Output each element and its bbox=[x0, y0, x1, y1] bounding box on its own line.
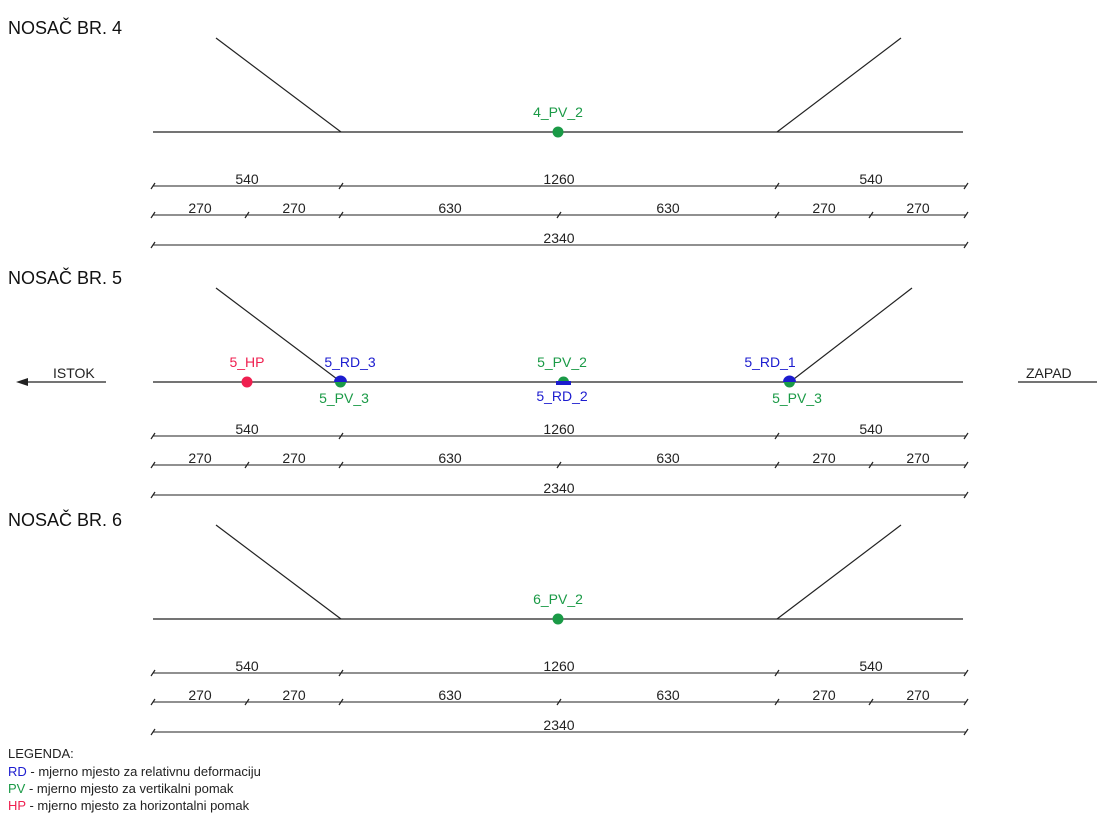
direction-east-label: ISTOK bbox=[53, 365, 95, 381]
dim-label: 270 bbox=[188, 450, 212, 466]
dim-label: 630 bbox=[656, 200, 680, 216]
girder-5-dim-row1: 540 1260 540 bbox=[150, 421, 969, 440]
dim-label: 630 bbox=[438, 687, 462, 703]
direction-east: ISTOK bbox=[16, 365, 106, 386]
legend-item-hp: HP - mjerno mjesto za horizontalni pomak bbox=[8, 798, 250, 813]
girder-6-dim-row3: 2340 bbox=[150, 717, 969, 736]
girder-6: NOSAČ BR. 6 6_PV_2 540 1260 540 270 270 … bbox=[8, 509, 969, 736]
dim-label: 540 bbox=[859, 658, 883, 674]
dim-label: 1260 bbox=[543, 658, 574, 674]
girder-5: NOSAČ BR. 5 ISTOK ZAPAD 5_HP 5_RD_3 5_PV… bbox=[8, 267, 1097, 499]
girder-6-pv2-point bbox=[552, 613, 564, 625]
girder-5-rd1-label: 5_RD_1 bbox=[744, 354, 796, 370]
dim-label: 2340 bbox=[543, 480, 574, 496]
dim-label: 630 bbox=[438, 450, 462, 466]
dim-label: 270 bbox=[812, 450, 836, 466]
legend-title: LEGENDA: bbox=[8, 746, 74, 761]
girder-4-dim-row3: 2340 bbox=[150, 230, 969, 249]
girder-4-dim-row2: 270 270 630 630 270 270 bbox=[150, 200, 969, 219]
girder-4-pv2-point bbox=[552, 126, 564, 138]
dim-label: 540 bbox=[235, 658, 259, 674]
girder-4-pv2-label: 4_PV_2 bbox=[533, 104, 583, 120]
dim-label: 270 bbox=[812, 200, 836, 216]
dim-label: 630 bbox=[656, 450, 680, 466]
girder-6-left-strut bbox=[215, 524, 342, 620]
girder-5-right-strut bbox=[789, 287, 913, 383]
legend: LEGENDA: RD - mjerno mjesto za relativnu… bbox=[8, 746, 261, 813]
legend-code-rd: RD bbox=[8, 764, 27, 779]
dim-label: 270 bbox=[188, 687, 212, 703]
dim-label: 270 bbox=[282, 687, 306, 703]
dim-label: 2340 bbox=[543, 230, 574, 246]
dim-label: 2340 bbox=[543, 717, 574, 733]
girder-5-dim-row3: 2340 bbox=[150, 480, 969, 499]
direction-west-label: ZAPAD bbox=[1026, 365, 1072, 381]
dim-label: 270 bbox=[906, 450, 930, 466]
girder-5-pv3-right-point bbox=[784, 382, 795, 388]
girder-5-title: NOSAČ BR. 5 bbox=[8, 267, 122, 288]
girder-5-rd1-point bbox=[783, 375, 796, 382]
girder-5-dim-row2: 270 270 630 630 270 270 bbox=[150, 450, 969, 469]
girder-4-right-strut bbox=[776, 37, 902, 133]
girder-5-pv3-left-point bbox=[335, 382, 346, 388]
girder-6-right-strut bbox=[776, 524, 902, 620]
dim-label: 270 bbox=[188, 200, 212, 216]
girder-5-pv3-right-label: 5_PV_3 bbox=[772, 390, 822, 406]
dim-label: 270 bbox=[282, 450, 306, 466]
girder-6-pv2-label: 6_PV_2 bbox=[533, 591, 583, 607]
girder-5-pv2-point bbox=[558, 376, 569, 382]
legend-code-pv: PV bbox=[8, 781, 26, 796]
legend-code-hp: HP bbox=[8, 798, 26, 813]
legend-text-pv: - mjerno mjesto za vertikalni pomak bbox=[25, 781, 234, 796]
girder-4-title: NOSAČ BR. 4 bbox=[8, 17, 122, 38]
legend-text-rd: - mjerno mjesto za relativnu deformaciju bbox=[27, 764, 261, 779]
legend-item-pv: PV - mjerno mjesto za vertikalni pomak bbox=[8, 781, 234, 796]
girder-6-dim-row2: 270 270 630 630 270 270 bbox=[150, 687, 969, 706]
girder-6-title: NOSAČ BR. 6 bbox=[8, 509, 122, 530]
direction-west: ZAPAD bbox=[1018, 365, 1097, 383]
girder-5-rd2-label: 5_RD_2 bbox=[536, 388, 588, 404]
dim-label: 1260 bbox=[543, 421, 574, 437]
dim-label: 540 bbox=[235, 171, 259, 187]
girder-5-rd3-label: 5_RD_3 bbox=[324, 354, 376, 370]
girder-5-hp-point bbox=[241, 376, 253, 388]
dim-label: 540 bbox=[859, 171, 883, 187]
girder-5-rd3-point bbox=[334, 375, 347, 382]
girder-4-left-strut bbox=[215, 37, 342, 133]
dim-label: 270 bbox=[812, 687, 836, 703]
dim-label: 540 bbox=[235, 421, 259, 437]
girder-5-left-strut bbox=[215, 287, 342, 383]
dim-label: 1260 bbox=[543, 171, 574, 187]
dim-label: 270 bbox=[906, 200, 930, 216]
girder-4-dim-row1: 540 1260 540 bbox=[150, 171, 969, 190]
girder-5-pv3-left-label: 5_PV_3 bbox=[319, 390, 369, 406]
girder-6-dim-row1: 540 1260 540 bbox=[150, 658, 969, 677]
girder-4: NOSAČ BR. 4 4_PV_2 540 1260 540 270 270 … bbox=[8, 17, 969, 249]
legend-text-hp: - mjerno mjesto za horizontalni pomak bbox=[26, 798, 250, 813]
dim-label: 270 bbox=[906, 687, 930, 703]
dim-label: 270 bbox=[282, 200, 306, 216]
dim-label: 630 bbox=[656, 687, 680, 703]
girder-5-rd2-point bbox=[556, 381, 571, 385]
girder-5-pv2-label: 5_PV_2 bbox=[537, 354, 587, 370]
dim-label: 630 bbox=[438, 200, 462, 216]
girder-5-hp-label: 5_HP bbox=[229, 354, 264, 370]
legend-item-rd: RD - mjerno mjesto za relativnu deformac… bbox=[8, 764, 261, 779]
dim-label: 540 bbox=[859, 421, 883, 437]
